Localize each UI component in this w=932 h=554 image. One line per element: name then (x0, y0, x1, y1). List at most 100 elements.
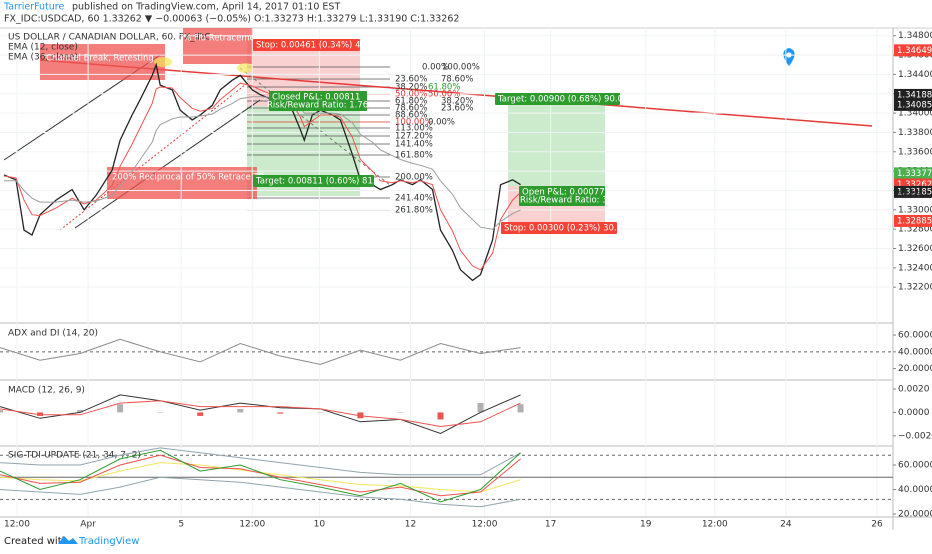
histogram-bar (477, 403, 484, 413)
author[interactable]: TarrierFuture (3, 2, 64, 13)
annotation: Target: 0.00900 (0.68%) 90.0 (497, 95, 623, 105)
fib-label: 100.00% (395, 118, 433, 128)
fib-label: 161.80% (395, 151, 433, 161)
pane-title: US DOLLAR / CANADIAN DOLLAR, 60, FX_IDC (8, 33, 211, 43)
series-line (0, 394, 521, 435)
y-tick-label: 1.32800 (898, 225, 932, 235)
series-line (0, 454, 521, 497)
fib-label: 38.20% (441, 97, 473, 107)
fib-label: 50.00% (395, 90, 427, 100)
y-tick-label: 1.34400 (898, 70, 932, 80)
price-tag (894, 167, 932, 180)
price-tag-label: 1.34085 (897, 100, 932, 110)
histogram-bar (0, 410, 3, 413)
series-line (0, 447, 521, 476)
symbol-line: FX_IDC:USDCAD, 60 1.33262 ▼ −0.00063 (−0… (4, 14, 459, 25)
fib-label: 23.60% (441, 104, 473, 114)
label-box (495, 93, 620, 105)
histogram-bar (237, 408, 244, 413)
histogram-bar (277, 412, 284, 414)
y-tick-label: 60.0000 (898, 461, 932, 471)
y-tick-label: 1.33800 (898, 128, 932, 138)
label-box (253, 175, 374, 187)
footer-created: Created with (4, 536, 68, 547)
fib-label: 61.80% (428, 83, 460, 93)
channel-line (74, 99, 261, 229)
histogram-bar (397, 412, 404, 413)
annotation: Risk/Reward Ratio: 3 (520, 196, 608, 206)
y-tick-label: 20.0000 (898, 510, 932, 520)
fib-label: 23.60% (395, 75, 427, 85)
target-zone (508, 100, 605, 186)
fib-label: 241.40% (395, 194, 433, 204)
histogram-bar (37, 412, 44, 416)
fib-label: 78.60% (441, 75, 473, 85)
dashed-line (59, 84, 246, 231)
histogram-bar (437, 412, 444, 420)
fib-label: 200.00% (395, 173, 433, 183)
x-tick-label: 12 (405, 520, 416, 530)
x-tick-label: 12:00 (239, 520, 265, 530)
price-tag-label: 1.33377 (897, 169, 932, 179)
annotation: Channel Break, Retesting (46, 54, 154, 64)
x-tick-label: 26 (871, 520, 883, 530)
price-tag (894, 214, 932, 227)
histogram-bar (357, 412, 364, 419)
annotation: 50% Fib Retracement (172, 34, 264, 44)
highlight (237, 63, 253, 73)
annotation: Closed P&L: 0.00811 (272, 93, 360, 103)
fib-label: 61.80% (395, 97, 427, 107)
series-line (0, 449, 521, 503)
price-tag-label: 1.33185 (897, 187, 932, 197)
note-box (107, 167, 257, 199)
fib-label: 50.00% (428, 90, 460, 100)
series-line (0, 400, 521, 428)
annotation: Open P&L: 0.00077 (522, 188, 605, 198)
footer-brand[interactable]: TradingView (78, 536, 139, 547)
y-tick-label: 1.34800 (898, 31, 932, 41)
y-tick-label: 1.33600 (898, 147, 932, 157)
annotation: 200% Reciprocal of 50% Retrace TP (112, 173, 264, 183)
y-tick-label: 40.0000 (898, 485, 932, 495)
histogram-bar (157, 412, 164, 413)
y-tick-label: 0.0000 (898, 408, 930, 418)
fib-label: 261.80% (395, 206, 433, 216)
y-tick-label: 1.33000 (898, 205, 932, 215)
fib-label: 0.00% (422, 63, 449, 73)
x-tick-label: 12:00 (472, 520, 498, 530)
histogram-bar (317, 412, 324, 413)
price-tag-label: 1.34649 (897, 46, 932, 56)
fib-label: 100.00% (442, 63, 480, 73)
series-line (0, 338, 521, 365)
label-box (519, 186, 605, 206)
y-tick-label: 1.32600 (898, 244, 932, 254)
histogram-bar (117, 404, 124, 413)
fib-label: 141.40% (395, 140, 433, 150)
histogram-bar (77, 410, 84, 413)
price-tag-label: 1.33262 (897, 180, 932, 190)
y-tick-label: 40.0000 (898, 347, 932, 357)
label-box (501, 222, 617, 234)
fib-label: 127.20% (395, 132, 433, 142)
x-tick-label: 10 (314, 520, 326, 530)
annotation: Stop: 0.00300 (0.23%) 30.0 (504, 224, 622, 234)
brand-logo (58, 536, 78, 544)
published: published on TradingView.com, April 14, … (72, 2, 340, 13)
x-tick-label: 19 (640, 520, 652, 530)
price-tag-label: 1.32885 (897, 216, 932, 226)
annotation: Target: 0.00811 (0.60%) 81.1 (255, 177, 381, 187)
histogram-bar (197, 412, 204, 416)
y-tick-label: 1.32200 (898, 283, 932, 293)
legend-entry: EMA (36, close) (8, 53, 78, 63)
x-tick-label: 12:00 (4, 520, 30, 530)
x-tick-label: Apr (80, 520, 96, 530)
label-box (269, 91, 367, 111)
price-tag-label: 1.34188 (897, 90, 932, 100)
price-tag (894, 185, 932, 198)
highlight (154, 57, 172, 67)
pane-title: MACD (12, 26, 9) (8, 386, 85, 396)
y-tick-label: −0.0020 (898, 431, 932, 441)
y-tick-label: 20.0000 (898, 364, 932, 374)
